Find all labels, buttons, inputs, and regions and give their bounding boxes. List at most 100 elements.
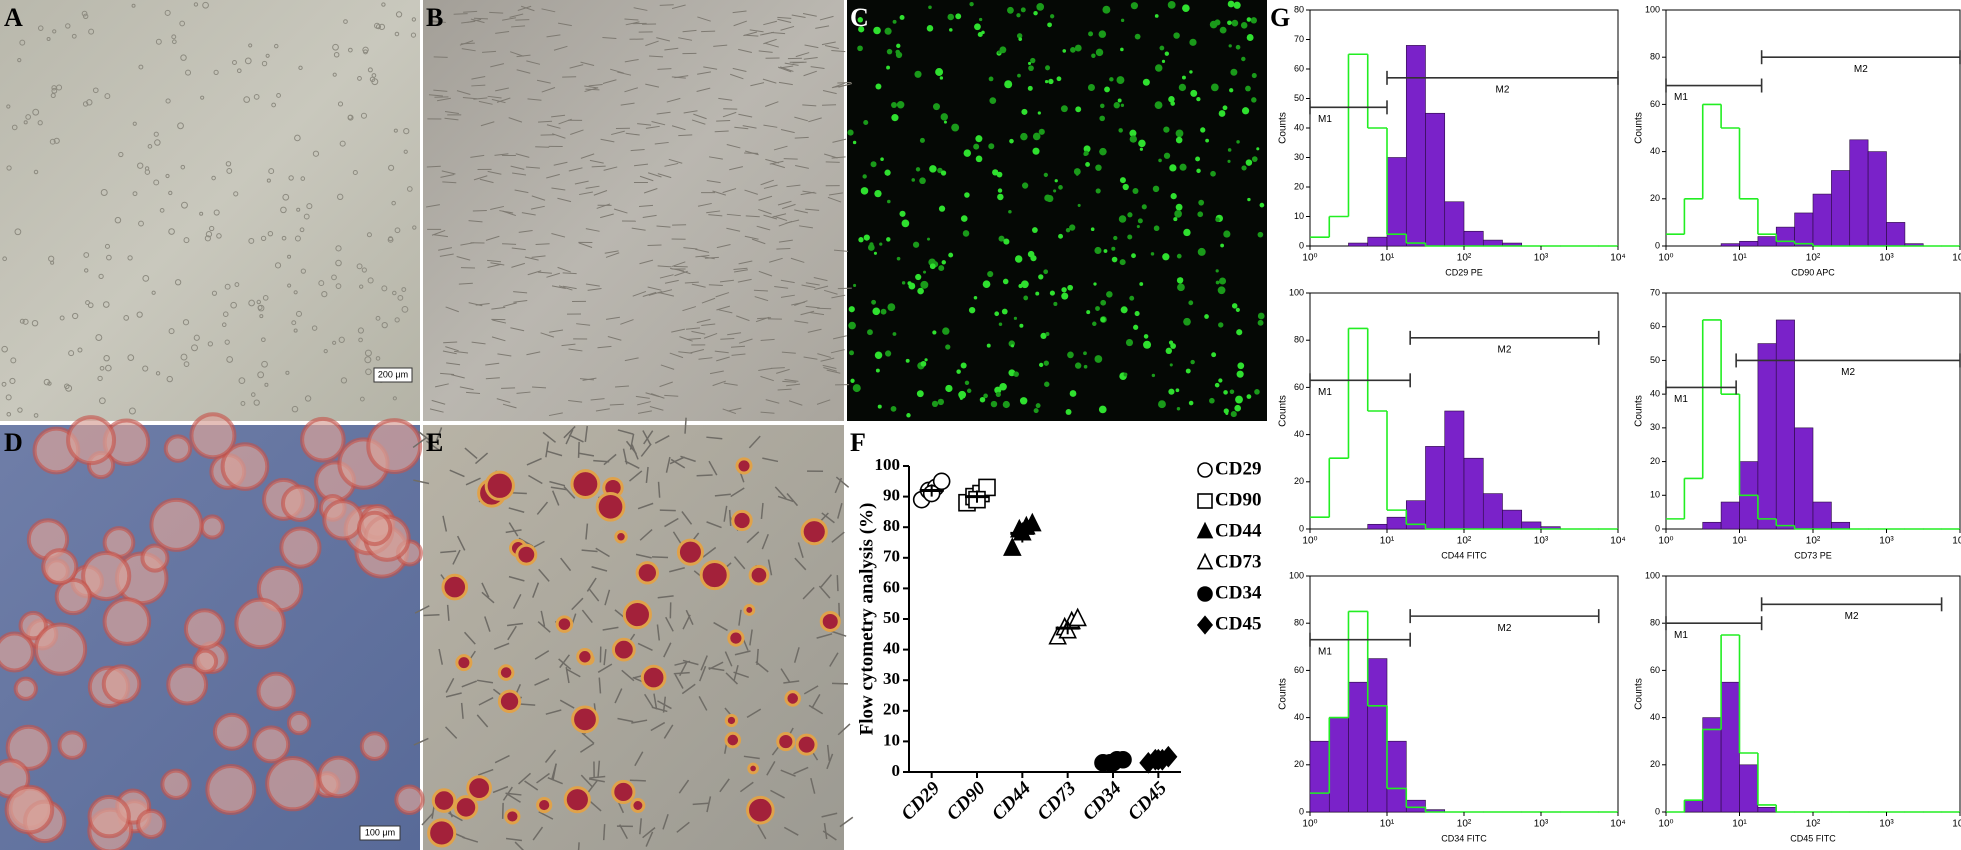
y-tick-label: 20 (883, 700, 900, 719)
fibroblast (738, 113, 753, 118)
fibroblast (527, 98, 542, 101)
photo-a (0, 0, 420, 421)
fluorescent-cell (860, 187, 869, 195)
fibroblast (462, 836, 479, 843)
y-axis-label: Counts (1634, 112, 1645, 144)
y-tick-label: 30 (1650, 422, 1660, 432)
fluorescent-cell (1020, 7, 1026, 13)
legend-marker (1197, 493, 1213, 509)
fibroblast (470, 154, 485, 158)
fibroblast (837, 82, 852, 84)
fibroblast (600, 213, 614, 219)
fluorescent-cell (1247, 197, 1251, 202)
fluorescent-cell (1162, 253, 1170, 261)
fibroblast (697, 16, 711, 22)
fibroblast (581, 732, 595, 745)
fluorescent-cell (974, 23, 981, 31)
fibroblast (570, 129, 584, 135)
fibroblast (428, 94, 443, 97)
fluorescent-cell (1209, 20, 1218, 29)
histogram-bar (1812, 193, 1832, 247)
y-tick-label: 20 (1294, 181, 1304, 191)
cell (95, 334, 103, 342)
fibroblast (802, 190, 817, 194)
fibroblast (471, 84, 486, 87)
fibroblast (699, 665, 707, 682)
cell (14, 228, 22, 236)
fibroblast (822, 89, 837, 95)
fibroblast (657, 481, 661, 498)
fibroblast (706, 521, 722, 529)
fibroblast (578, 242, 593, 248)
cell (352, 169, 358, 176)
fibroblast (780, 668, 791, 683)
fibroblast (755, 661, 769, 673)
fluorescent-cell (1236, 329, 1243, 336)
adipocyte (279, 526, 322, 569)
adipocyte (220, 442, 270, 491)
fluorescent-cell (875, 83, 882, 90)
fibroblast (726, 227, 741, 232)
fibroblast (708, 661, 724, 671)
fibroblast (560, 557, 572, 572)
fluorescent-cell (1101, 152, 1105, 156)
cell (6, 104, 11, 109)
fibroblast (828, 192, 843, 196)
cell (165, 173, 170, 179)
cell (17, 407, 23, 413)
fluorescent-cell (1197, 211, 1204, 218)
fluorescent-cell (1176, 253, 1182, 259)
histogram-bar (1444, 201, 1465, 247)
fluorescent-cell (1117, 98, 1122, 103)
fibroblast (758, 208, 772, 215)
fluorescent-cell (1099, 115, 1106, 122)
fibroblast (671, 125, 686, 131)
fibroblast (631, 444, 639, 460)
histogram-bar (1739, 240, 1759, 247)
gate-label: M2 (1841, 367, 1855, 378)
fluorescent-cell (1035, 403, 1041, 409)
fibroblast (531, 255, 546, 258)
adipocyte (101, 664, 142, 704)
cell (375, 356, 381, 361)
x-tick-label: CD34 (1079, 778, 1126, 825)
fibroblast (607, 335, 622, 341)
fibroblast (816, 633, 833, 639)
fluorescent-cell (1085, 162, 1090, 167)
fluorescent-cell (1038, 362, 1044, 368)
cell (296, 207, 301, 212)
fibroblast (433, 234, 448, 238)
fibroblast (645, 40, 659, 47)
fibroblast (698, 695, 708, 711)
fibroblast (795, 52, 810, 58)
fibroblast (686, 337, 701, 341)
adipocyte (149, 497, 204, 552)
fibroblast (760, 375, 774, 382)
cell (32, 108, 40, 116)
osteocyte (640, 664, 667, 691)
fluorescent-cell (1017, 73, 1021, 78)
osteocyte (431, 788, 457, 813)
osteocyte (455, 654, 473, 672)
cell (343, 19, 348, 24)
adipocyte (87, 794, 131, 839)
cell (104, 243, 110, 249)
fibroblast (649, 405, 664, 411)
cell (154, 139, 161, 146)
gate-label: M1 (1318, 114, 1332, 125)
fluorescent-cell (1139, 282, 1144, 286)
fibroblast (471, 341, 486, 345)
fibroblast (791, 14, 806, 18)
cell (262, 295, 269, 301)
fluorescent-cell (1120, 18, 1125, 23)
fibroblast (709, 370, 724, 375)
fibroblast (755, 316, 770, 323)
cell (338, 336, 345, 343)
fluorescent-cell (906, 413, 911, 418)
fibroblast (725, 672, 739, 685)
y-tick-label: 40 (1294, 712, 1304, 722)
fluorescent-cell (990, 400, 998, 408)
cell (362, 46, 369, 54)
fluorescent-cell (848, 306, 855, 313)
fibroblast (579, 191, 593, 196)
